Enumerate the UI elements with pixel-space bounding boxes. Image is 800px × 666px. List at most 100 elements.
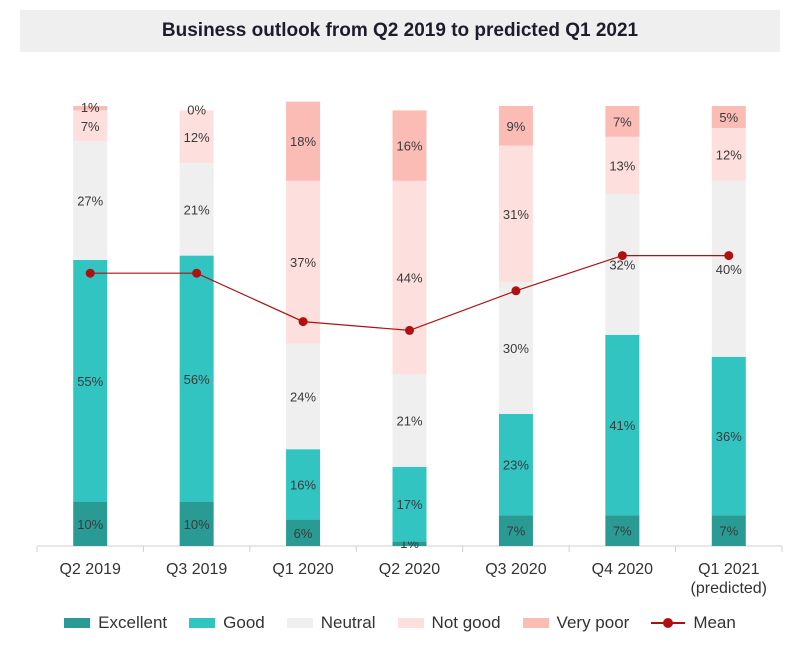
data-label: 7% [81,119,100,134]
chart-title-band: Business outlook from Q2 2019 to predict… [20,10,780,52]
data-label: 7% [719,524,738,539]
bar-segment-excellent [498,515,533,546]
data-label: 17% [396,497,422,512]
data-label: 0% [187,102,206,117]
chart-title: Business outlook from Q2 2019 to predict… [161,20,639,41]
legend-item-not-good: Not good [397,613,501,633]
x-tick-label: Q3 2019 [166,561,227,578]
mean-point [511,286,521,296]
bar-segment-very-poor [73,106,108,111]
data-label: 5% [719,110,738,125]
bar-segment-not-good [605,136,640,194]
bar-segment-good [286,449,321,520]
bar-segment-good [605,334,640,516]
mean-point [192,268,202,278]
data-label: 10% [184,517,210,532]
data-label: 31% [503,207,529,222]
bar-segment-good [498,414,533,516]
data-label: 7% [613,114,632,129]
bar-segment-not-good [73,110,108,142]
legend-swatch [286,618,313,628]
legend-swatch [522,618,549,628]
data-label: 21% [184,202,210,217]
legend-mean-marker [651,617,686,629]
legend-swatch [189,618,216,628]
data-label: 24% [290,389,316,404]
bar-segment-excellent [286,519,321,546]
data-label: 9% [507,119,526,134]
mean-point [85,268,95,278]
bar-segment-not-good [711,128,746,181]
data-label: 37% [290,255,316,270]
bar-segment-excellent [179,502,214,546]
data-label: 1% [81,100,100,115]
data-label: 7% [613,524,632,539]
data-label: 16% [290,477,316,492]
bar-segment-neutral [179,163,214,256]
data-label: 16% [396,139,422,154]
bar-segment-not-good [498,145,533,282]
legend-item-very-poor: Very poor [522,613,630,633]
data-label: 18% [290,134,316,149]
x-tick-label: (predicted) [691,580,767,597]
bar-segment-not-good [392,180,427,375]
bar-segment-good [711,356,746,516]
legend-label: Excellent [98,613,168,632]
legend-label: Good [223,613,265,632]
legend-item-neutral: Neutral [286,613,376,633]
bar-segment-very-poor [498,106,533,146]
legend-label: Neutral [320,613,376,632]
mean-point [405,325,414,335]
data-label: 10% [77,517,103,532]
data-label: 7% [507,524,526,539]
chart-legend: Excellent Good Neutral Not good Very poor Mea… [0,610,800,636]
bar-segment-neutral [73,141,108,260]
x-tick-label: Q1 2020 [272,561,333,578]
mean-point [617,251,627,261]
bar-segment-very-poor [392,110,427,181]
bar-segment-neutral [711,180,746,357]
mean-point [724,251,734,261]
x-tick-label: Q1 2021 [698,561,759,578]
data-label: 55% [77,374,103,389]
x-tick-label: Q3 2020 [485,561,546,578]
bar-segment-neutral [605,194,640,335]
data-label: 36% [716,429,742,444]
data-label: 6% [294,526,313,541]
data-label: 27% [77,194,103,209]
bar-segment-neutral [498,282,533,414]
stacked-bar-chart: 10% 55% 27% 7% 1% Q2 2019 10% 56% 21% 12% 0% Q3 201… [36,100,783,597]
x-tick-label: Q4 2020 [592,561,653,578]
legend-label: Mean [693,613,736,632]
legend-item-excellent: Excellent [64,613,167,633]
bar-segment-excellent [392,541,427,546]
bar-segment-excellent [605,515,640,546]
bar-segment-very-poor [605,106,640,137]
bar-segment-very-poor [711,106,746,128]
data-label: 23% [503,458,529,473]
bar-segment-not-good [179,110,214,164]
bar-segment-very-poor [286,101,321,181]
bar-segment-excellent [711,515,746,546]
legend-item-mean: Mean [651,613,736,633]
data-label: 44% [396,271,422,286]
data-label: 13% [609,158,635,173]
legend-label: Very poor [556,613,630,632]
bar-segment-good [179,255,214,502]
data-label: 21% [396,414,422,429]
legend-swatch [397,618,424,628]
bar-segment-neutral [286,343,321,450]
data-label: 41% [609,418,635,433]
data-label: 56% [184,372,210,387]
x-tick-label: Q2 2019 [60,561,121,578]
legend-item-good: Good [189,613,265,633]
legend-label: Not good [431,613,501,632]
x-tick-label: Q2 2020 [379,561,440,578]
bar-segment-neutral [392,374,427,467]
mean-point [298,317,308,327]
bar-segment-excellent [73,502,108,546]
data-label: 12% [184,130,210,145]
data-label: 40% [716,262,742,277]
data-label: 12% [716,147,742,162]
data-label: 32% [609,257,635,272]
